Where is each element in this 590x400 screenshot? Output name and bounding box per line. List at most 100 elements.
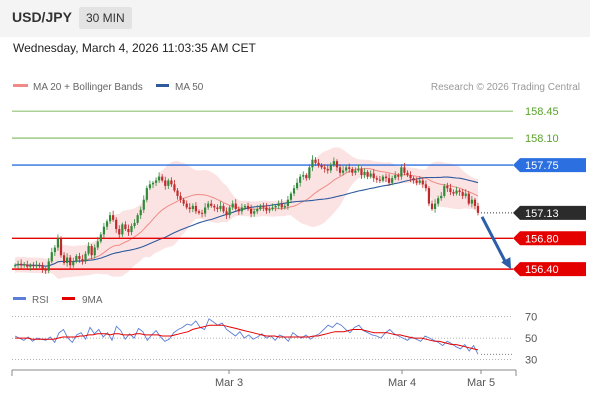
candle-body [118, 229, 121, 235]
legend-rsi-swatch [13, 297, 26, 300]
candle-body [41, 266, 44, 270]
candle-body [271, 207, 274, 209]
candle-body [308, 167, 311, 179]
candle-body [366, 172, 369, 177]
candle-body [167, 180, 170, 186]
candle-body [381, 176, 385, 181]
candle-body [274, 205, 277, 208]
candle-body [154, 180, 158, 183]
candle-body [130, 225, 133, 233]
candle-body [90, 246, 93, 256]
level-label-4: 156.40 [525, 264, 559, 276]
candle-body [437, 198, 440, 204]
candle-body [363, 172, 366, 176]
candle-body [13, 265, 17, 267]
watermark: Research © 2026 Trading Central [431, 82, 580, 93]
candle-body [443, 185, 446, 196]
level-tag-2 [513, 158, 586, 173]
candle-body [458, 190, 461, 193]
candle-body [53, 247, 56, 253]
candle-body [338, 167, 342, 173]
candle-body [305, 175, 308, 179]
candle-body [105, 221, 109, 227]
rsi-tick-label-2: 30 [525, 355, 537, 367]
candle-body [115, 219, 118, 230]
candle-body [148, 184, 152, 189]
forecast-arrow-shaft [480, 216, 507, 262]
candle-body [289, 193, 293, 200]
candle-body [335, 161, 339, 168]
x-tick-label-2: Mar 5 [467, 377, 495, 389]
candle-body [164, 180, 167, 186]
candle-body [219, 205, 222, 209]
candle-body [345, 167, 348, 171]
candle-body [133, 222, 136, 226]
candle-body [262, 205, 265, 208]
candle-body [121, 224, 124, 235]
candle-body [360, 168, 363, 176]
rsi-line [14, 318, 479, 355]
candle-body [292, 188, 296, 194]
candle-body [32, 265, 35, 267]
candle-body [59, 238, 63, 256]
candle-body [170, 180, 173, 185]
candle-body [44, 269, 47, 271]
candle-body [228, 207, 231, 216]
rsi-tick-label-0: 70 [525, 312, 537, 324]
candle-body [246, 205, 250, 209]
candle-body [268, 209, 271, 211]
candle-body [409, 175, 412, 179]
candle-body [265, 207, 268, 211]
candle-body [81, 259, 84, 262]
candle-body [161, 176, 164, 181]
timeframe-button[interactable]: 30 MIN [79, 7, 132, 29]
candle-body [182, 199, 185, 204]
candle-body [332, 161, 335, 166]
candle-body [145, 188, 148, 200]
chart-datetime: Wednesday, March 4, 2026 11:03:35 AM CET [13, 41, 256, 55]
rsi-ma-line [15, 324, 479, 351]
level-tag-3 [513, 231, 586, 246]
candle-body [446, 185, 449, 189]
candle-body [188, 207, 191, 209]
candle-body [249, 209, 253, 214]
candle-body [112, 215, 115, 220]
forecast-arrow-head [501, 257, 511, 270]
candle-body [406, 172, 409, 176]
candle-body [473, 199, 477, 206]
ma50-line [14, 176, 479, 267]
chart-header: USD/JPY 30 MIN [0, 0, 590, 37]
candle-body [357, 168, 360, 171]
candle-body [75, 256, 78, 262]
candle-body [72, 261, 75, 266]
candle-body [397, 175, 400, 177]
candle-body [16, 263, 20, 266]
candle-body [69, 257, 72, 266]
candle-body [280, 203, 283, 208]
candle-body [375, 178, 378, 180]
candle-body [176, 190, 179, 196]
candle-body [243, 205, 247, 208]
candle-body [173, 184, 176, 191]
legend-rsi-label: RSI [32, 295, 49, 306]
candle-body [108, 215, 112, 222]
candle-body [329, 165, 332, 171]
candle-body [29, 265, 32, 267]
candle-body [476, 205, 480, 213]
candle-body [311, 159, 314, 168]
candle-body [464, 193, 467, 196]
legend-9ma-swatch [62, 297, 75, 300]
candle-body [391, 178, 394, 183]
candle-body [142, 199, 145, 210]
candle-body [295, 182, 299, 189]
candle-body [66, 257, 69, 263]
level-label-1: 158.10 [525, 133, 559, 145]
candle-body [99, 234, 102, 242]
bollinger-band [15, 147, 478, 279]
candle-body [323, 167, 326, 169]
candle-body [314, 159, 317, 163]
candle-body [424, 184, 427, 189]
candle-body [455, 190, 458, 194]
candle-body [213, 205, 216, 208]
